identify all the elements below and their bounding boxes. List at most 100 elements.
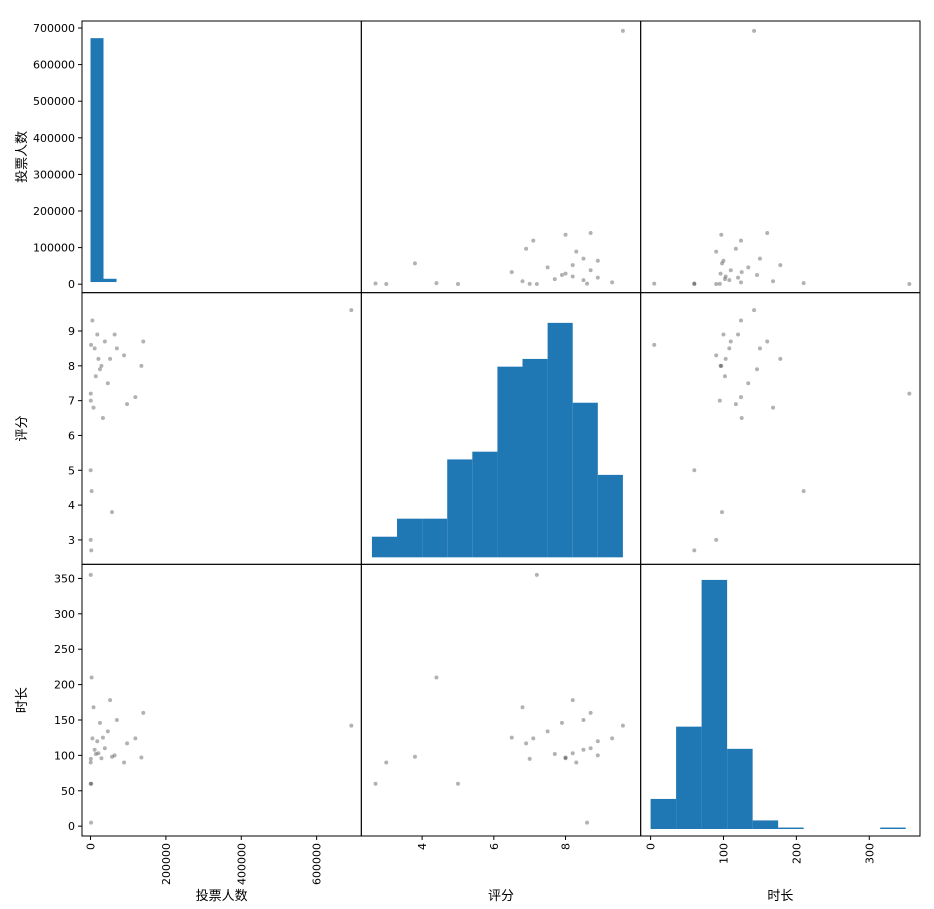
scatter-point [99, 756, 104, 761]
scatter-point [765, 339, 770, 344]
scatter-point [574, 249, 579, 254]
scatter-point [133, 395, 138, 400]
histogram-bar [447, 459, 473, 558]
scatter-point [109, 510, 114, 515]
scatter-point [90, 318, 95, 323]
scatter-point [105, 381, 110, 386]
scatter-point [552, 277, 557, 282]
scatter-point [114, 717, 119, 722]
panel-content [652, 308, 912, 553]
panel-content [371, 322, 623, 558]
scatter-point [524, 246, 529, 251]
scatter-point [122, 353, 127, 358]
scatter-point [95, 739, 100, 744]
scatter-point [88, 756, 93, 761]
scatter-point [727, 346, 732, 351]
scatter-point [718, 271, 723, 276]
histogram-bar [397, 518, 423, 558]
scatter-point [563, 232, 568, 237]
scatter-point [527, 281, 532, 286]
x-tick-label: 0 [85, 843, 98, 850]
panel-content [88, 572, 354, 825]
scatter-point [97, 367, 102, 372]
x-tick-label: 400000 [235, 843, 248, 885]
scatter-point [88, 537, 93, 542]
scatter-point [581, 256, 586, 261]
scatter-point [108, 356, 113, 361]
y-tick-label: 100000 [33, 242, 75, 255]
scatter-point [771, 405, 776, 410]
panel-时长-vs-投票人数 [81, 563, 362, 837]
histogram-bar [752, 820, 779, 829]
histogram-bar [90, 38, 104, 283]
y-tick-label: 300000 [33, 168, 75, 181]
histogram-bar [572, 402, 598, 558]
scatter-point [714, 537, 719, 542]
scatter-point [714, 249, 719, 254]
scatter-point [610, 280, 615, 285]
y-tick-label: 50 [61, 785, 75, 798]
x-tick-label: 300 [863, 843, 876, 864]
panel-frame [81, 292, 362, 565]
scatter-point [93, 374, 98, 379]
panel-投票人数-vs-投票人数 [81, 20, 362, 294]
scatter-point [455, 781, 460, 786]
scatter-point [133, 736, 138, 741]
scatter-point [88, 468, 93, 473]
histogram-bar [701, 579, 728, 829]
scatter-point [595, 739, 600, 744]
scatter-point [738, 318, 743, 323]
scatter-point [89, 820, 94, 825]
scatter-point [125, 402, 130, 407]
scatter-point [100, 735, 105, 740]
scatter-point [595, 753, 600, 758]
scatter-point [88, 760, 93, 765]
scatter-point [757, 346, 762, 351]
histogram-bar [472, 451, 498, 558]
scatter-point [717, 398, 722, 403]
scatter-point [412, 754, 417, 759]
x-axis-label: 时长 [767, 889, 793, 904]
panel-layer [81, 20, 921, 837]
scatter-point [534, 281, 539, 286]
scatter-point [720, 261, 725, 266]
scatter-point [559, 273, 564, 278]
x-tick-label: 100 [717, 843, 730, 864]
scatter-point [581, 278, 586, 283]
scatter-point [652, 342, 657, 347]
histogram-bar [727, 748, 753, 829]
scatter-point [757, 256, 762, 261]
x-tick-label: 0 [645, 843, 658, 850]
scatter-point [455, 282, 460, 287]
panel-评分-vs-投票人数 [81, 292, 362, 565]
x-tick-label: 8 [560, 843, 573, 850]
panel-content [373, 572, 625, 825]
y-tick-label: 100 [54, 749, 75, 762]
scatter-point [545, 729, 550, 734]
tick-layer: 0100000200000300000400000500000600000700… [33, 22, 876, 885]
scatter-point [588, 268, 593, 273]
panel-frame [640, 292, 921, 565]
y-tick-label: 6 [68, 429, 75, 442]
scatter-point [746, 265, 751, 270]
scatter-point [95, 332, 100, 337]
scatter-point [559, 720, 564, 725]
scatter-point [105, 729, 110, 734]
histogram-bar [676, 726, 702, 829]
y-tick-label: 7 [68, 395, 75, 408]
panel-投票人数-vs-时长 [640, 20, 921, 294]
scatter-point [570, 751, 575, 756]
histogram-bar [547, 322, 573, 558]
x-tick-label: 4 [416, 843, 429, 850]
scatter-point [721, 258, 726, 263]
scatter-point [728, 268, 733, 273]
y-tick-label: 300 [54, 608, 75, 621]
scatter-point [692, 282, 697, 287]
histogram-bar [522, 358, 548, 558]
scatter-point [89, 548, 94, 553]
panel-content [652, 28, 912, 287]
scatter-point [114, 346, 119, 351]
histogram-bar [778, 827, 804, 829]
x-tick-label: 200000 [160, 843, 173, 885]
